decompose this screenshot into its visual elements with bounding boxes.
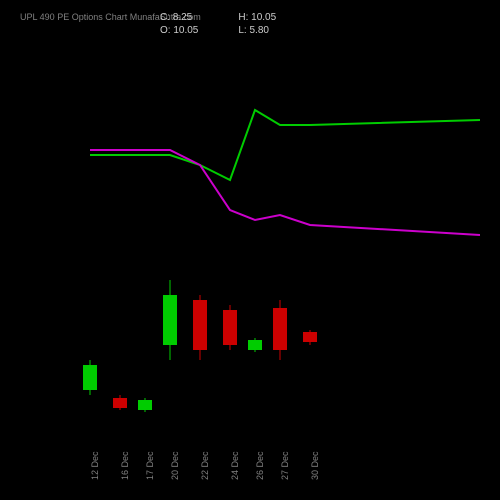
ohlc-stats: C: 8.25 O: 10.05 H: 10.05 L: 5.80 bbox=[160, 12, 276, 36]
high-value: 10.05 bbox=[251, 12, 276, 23]
open-value: 10.05 bbox=[173, 25, 198, 36]
x-axis-label: 24 Dec bbox=[230, 451, 240, 480]
candle-body bbox=[83, 365, 97, 390]
low-stat: L: 5.80 bbox=[238, 25, 276, 36]
x-axis-label: 26 Dec bbox=[255, 451, 265, 480]
candle bbox=[223, 305, 237, 350]
candle-body bbox=[113, 398, 127, 408]
candle-body bbox=[193, 300, 207, 350]
x-axis-label: 12 Dec bbox=[90, 451, 100, 480]
close-label: C: bbox=[160, 12, 170, 23]
x-axis-label: 20 Dec bbox=[170, 451, 180, 480]
candle-body bbox=[248, 340, 262, 350]
candle bbox=[248, 338, 262, 352]
candle-body bbox=[223, 310, 237, 345]
candle-body bbox=[303, 332, 317, 342]
candle bbox=[193, 295, 207, 360]
high-label: H: bbox=[238, 12, 248, 23]
low-label: L: bbox=[238, 25, 246, 36]
candle-area bbox=[40, 50, 480, 420]
candle-body bbox=[273, 308, 287, 350]
close-stat: C: 8.25 bbox=[160, 12, 198, 23]
candle bbox=[113, 395, 127, 410]
x-axis-label: 30 Dec bbox=[310, 451, 320, 480]
x-axis-label: 16 Dec bbox=[120, 451, 130, 480]
x-axis-label: 22 Dec bbox=[200, 451, 210, 480]
x-axis-labels: 12 Dec 16 Dec 17 Dec 20 Dec 22 Dec 24 Dec 26 D… bbox=[40, 430, 480, 490]
candle bbox=[163, 280, 177, 360]
x-axis-label: 17 Dec bbox=[145, 451, 155, 480]
open-stat: O: 10.05 bbox=[160, 25, 198, 36]
stats-col-left: C: 8.25 O: 10.05 bbox=[160, 12, 198, 36]
close-value: 8.25 bbox=[173, 12, 192, 23]
candle bbox=[303, 330, 317, 345]
stats-col-right: H: 10.05 L: 5.80 bbox=[238, 12, 276, 36]
open-label: O: bbox=[160, 25, 171, 36]
candle bbox=[273, 300, 287, 360]
chart-area bbox=[40, 50, 480, 420]
candle-body bbox=[138, 400, 152, 410]
x-axis-label: 27 Dec bbox=[280, 451, 290, 480]
low-value: 5.80 bbox=[250, 25, 269, 36]
high-stat: H: 10.05 bbox=[238, 12, 276, 23]
candle bbox=[83, 360, 97, 395]
candle bbox=[138, 398, 152, 412]
candle-body bbox=[163, 295, 177, 345]
